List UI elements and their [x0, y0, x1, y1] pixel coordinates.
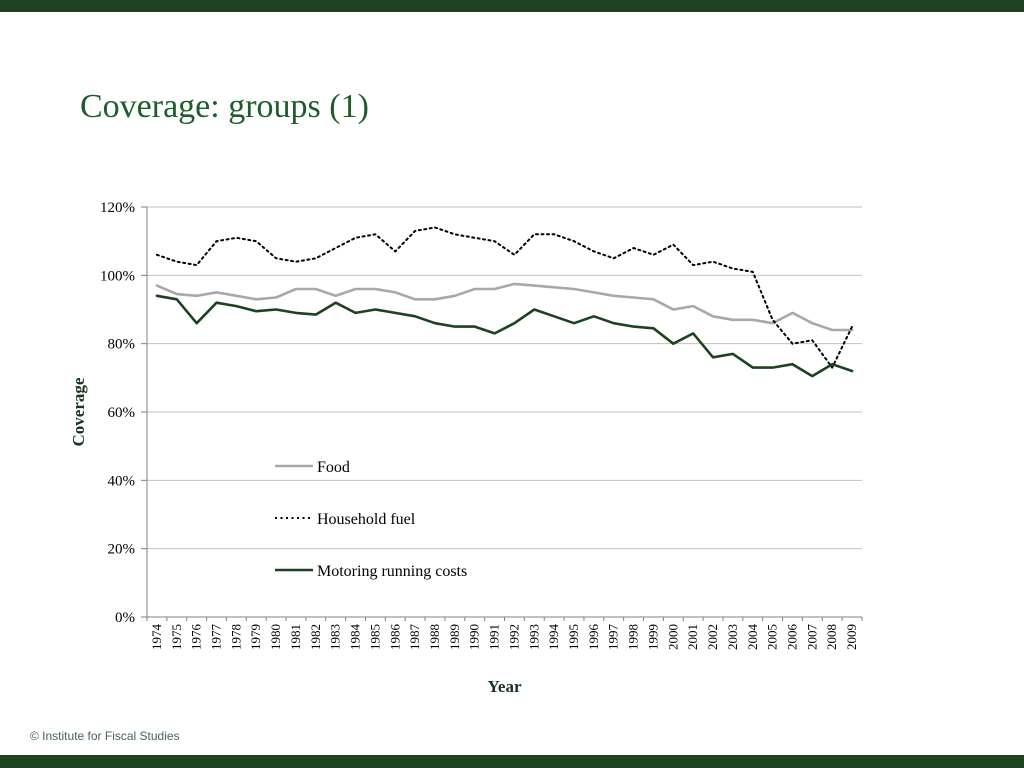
- x-axis-tick-label: 1992: [506, 624, 521, 650]
- x-axis-tick-label: 2006: [784, 624, 799, 651]
- x-axis-tick-label: 1975: [169, 624, 184, 650]
- y-axis-tick-label: 20%: [108, 542, 136, 558]
- y-axis-tick-label: 100%: [100, 268, 135, 284]
- x-axis-tick-label: 2001: [685, 624, 700, 650]
- y-axis-tick-label: 80%: [108, 337, 136, 353]
- x-axis-tick-label: 1983: [328, 624, 343, 650]
- slide-top-border: [0, 0, 1024, 12]
- x-axis-tick-label: 1991: [487, 624, 502, 650]
- x-axis-tick-label: 2005: [765, 624, 780, 650]
- x-axis-tick-label: 1984: [348, 624, 363, 651]
- x-axis-tick-label: 1998: [626, 624, 641, 650]
- series-line-motoring: [155, 294, 854, 378]
- series-line-household_fuel: [155, 226, 854, 369]
- y-axis-title: Coverage: [69, 377, 88, 446]
- x-axis-tick-label: 1989: [447, 624, 462, 650]
- x-axis-tick-label: 1978: [228, 624, 243, 650]
- x-axis-title: Year: [488, 677, 522, 696]
- x-axis-tick-label: 2008: [824, 624, 839, 650]
- x-axis-tick-label: 1994: [546, 624, 561, 651]
- x-axis-tick-label: 1977: [209, 624, 224, 651]
- x-axis-tick-label: 2007: [804, 624, 819, 651]
- x-axis-tick-label: 1981: [288, 624, 303, 650]
- legend-label: Food: [317, 459, 350, 476]
- legend-label: Motoring running costs: [317, 563, 467, 580]
- series-line-food: [155, 282, 854, 332]
- x-axis-tick-label: 2003: [725, 624, 740, 650]
- legend-label: Household fuel: [317, 511, 416, 528]
- x-axis-tick-label: 2002: [705, 624, 720, 650]
- x-axis-tick-label: 1997: [606, 624, 621, 651]
- slide-bottom-border: [0, 755, 1024, 768]
- x-axis-tick-label: 1993: [526, 624, 541, 650]
- x-axis-tick-label: 1986: [387, 624, 402, 651]
- x-axis-tick-label: 1987: [407, 624, 422, 651]
- x-axis-tick-label: 1982: [308, 624, 323, 650]
- y-axis-tick-label: 0%: [115, 610, 135, 626]
- x-axis-tick-label: 1974: [149, 624, 164, 651]
- x-axis-tick-label: 1995: [566, 624, 581, 650]
- y-axis-tick-label: 40%: [108, 473, 136, 489]
- x-axis-tick-label: 1980: [268, 624, 283, 650]
- x-axis-tick-label: 1988: [427, 624, 442, 650]
- x-axis-tick-label: 1990: [467, 624, 482, 650]
- x-axis-tick-label: 1985: [367, 624, 382, 650]
- x-axis-tick-label: 1999: [645, 624, 660, 650]
- x-axis-tick-label: 2004: [745, 624, 760, 651]
- slide-title: Coverage: groups (1): [80, 88, 369, 125]
- y-axis-tick-label: 120%: [100, 200, 135, 216]
- x-axis-tick-label: 2009: [844, 624, 859, 650]
- copyright-footer: © Institute for Fiscal Studies: [30, 729, 180, 743]
- x-axis-tick-label: 1979: [248, 624, 263, 650]
- x-axis-tick-label: 2000: [665, 624, 680, 650]
- x-axis-tick-label: 1976: [189, 624, 204, 651]
- x-axis-tick-label: 1996: [586, 624, 601, 651]
- y-axis-tick-label: 60%: [108, 405, 136, 421]
